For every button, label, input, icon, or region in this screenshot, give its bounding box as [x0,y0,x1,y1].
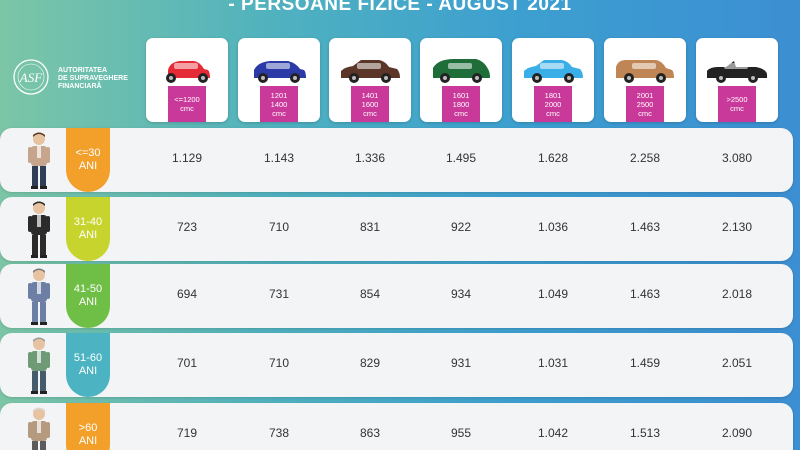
middle-aged-man-icon [28,268,50,325]
tariff-cell: 1.495 [445,151,477,165]
engine-column-header: 2001 2500 cmc [604,38,686,122]
tariff-cell: 2.051 [721,356,753,370]
engine-column-header: 1601 1800 cmc [420,38,502,122]
tariff-cell: 1.336 [354,151,386,165]
engine-capacity-label: 1801 2000 cmc [534,86,572,122]
table-row: >60 ANI 719 738 863 955 1.042 1.513 2.090 [0,403,793,450]
tariff-cell: 1.049 [537,287,569,301]
minivan-car-icon [433,59,490,83]
engine-column-header: >2500 cmc [696,38,778,122]
young-man-icon [28,132,50,189]
tariff-cell: 2.130 [721,220,753,234]
businessman-icon [28,201,50,258]
age-group-badge: 31-40 ANI [66,197,110,261]
tariff-cell: 863 [359,426,381,440]
tariff-cell: 1.031 [537,356,569,370]
tariff-cell: 829 [359,356,381,370]
elderly-man-icon [28,407,50,450]
age-group-badge: >60 ANI [66,403,110,450]
svg-text:ASF: ASF [19,70,43,85]
tariff-cell: 934 [450,287,472,301]
hatchback-car-icon [166,61,210,83]
tariff-cell: 1.459 [629,356,661,370]
tariff-cell: 710 [268,220,290,234]
tariff-cell: 931 [450,356,472,370]
tariff-cell: 2.258 [629,151,661,165]
tariff-cell: 723 [176,220,198,234]
table-row: 41-50 ANI 694 731 854 934 1.049 1.463 2.018 [0,264,793,328]
engine-column-header: 1201 1400 cmc [238,38,320,122]
table-row: 31-40 ANI 723 710 831 922 1.036 1.463 2.130 [0,197,793,261]
tariff-cell: 1.036 [537,220,569,234]
tariff-cell: 1.463 [629,220,661,234]
age-group-badge: 51-60 ANI [66,333,110,397]
tariff-cell: 955 [450,426,472,440]
tariff-cell: 2.090 [721,426,753,440]
sedan-car-icon [341,60,400,83]
engine-capacity-label: 1401 1600 cmc [351,86,389,122]
tariff-cell: 1.143 [263,151,295,165]
page-title: - PERSOANE FIZICE - AUGUST 2021 [228,0,572,15]
sedan-car-icon [524,60,583,83]
tariff-cell: 1.513 [629,426,661,440]
engine-column-header: 1401 1600 cmc [329,38,411,122]
age-group-badge: 41-50 ANI [66,264,110,328]
tariff-cell: 1.628 [537,151,569,165]
tariff-cell: 922 [450,220,472,234]
engine-capacity-label: 2001 2500 cmc [626,86,664,122]
tariff-cell: 3.080 [721,151,753,165]
tariff-cell: 694 [176,287,198,301]
engine-column-header: <=1200 cmc [146,38,228,122]
engine-capacity-label: >2500 cmc [718,86,756,122]
tariff-cell: 1.129 [171,151,203,165]
logo-text: AUTORITATEA DE SUPRAVEGHERE FINANCIARĂ [58,67,128,90]
tariff-cell: 854 [359,287,381,301]
tariff-cell: 831 [359,220,381,234]
tariff-cell: 738 [268,426,290,440]
tariff-cell: 710 [268,356,290,370]
table-row: 51-60 ANI 701 710 829 931 1.031 1.459 2.051 [0,333,793,397]
suv-car-icon [254,61,306,83]
engine-capacity-label: 1601 1800 cmc [442,86,480,122]
tariff-cell: 701 [176,356,198,370]
tariff-cell: 1.463 [629,287,661,301]
engine-capacity-label: <=1200 cmc [168,86,206,122]
estate-car-icon [616,60,674,83]
asf-logo-icon: ASF [13,59,49,95]
asf-logo: ASF AUTORITATEA DE SUPRAVEGHERE FINANCIA… [8,56,128,98]
tariff-cell: 1.042 [537,426,569,440]
tariff-cell: 719 [176,426,198,440]
tariff-cell: 731 [268,287,290,301]
engine-column-header: 1801 2000 cmc [512,38,594,122]
table-row: <=30 ANI 1.129 1.143 1.336 1.495 1.628 2.258 3.0… [0,128,793,192]
tariff-cell: 2.018 [721,287,753,301]
engine-capacity-label: 1201 1400 cmc [260,86,298,122]
mature-man-icon [28,337,50,394]
convertible-car-icon [707,61,767,83]
age-group-badge: <=30 ANI [66,128,110,192]
